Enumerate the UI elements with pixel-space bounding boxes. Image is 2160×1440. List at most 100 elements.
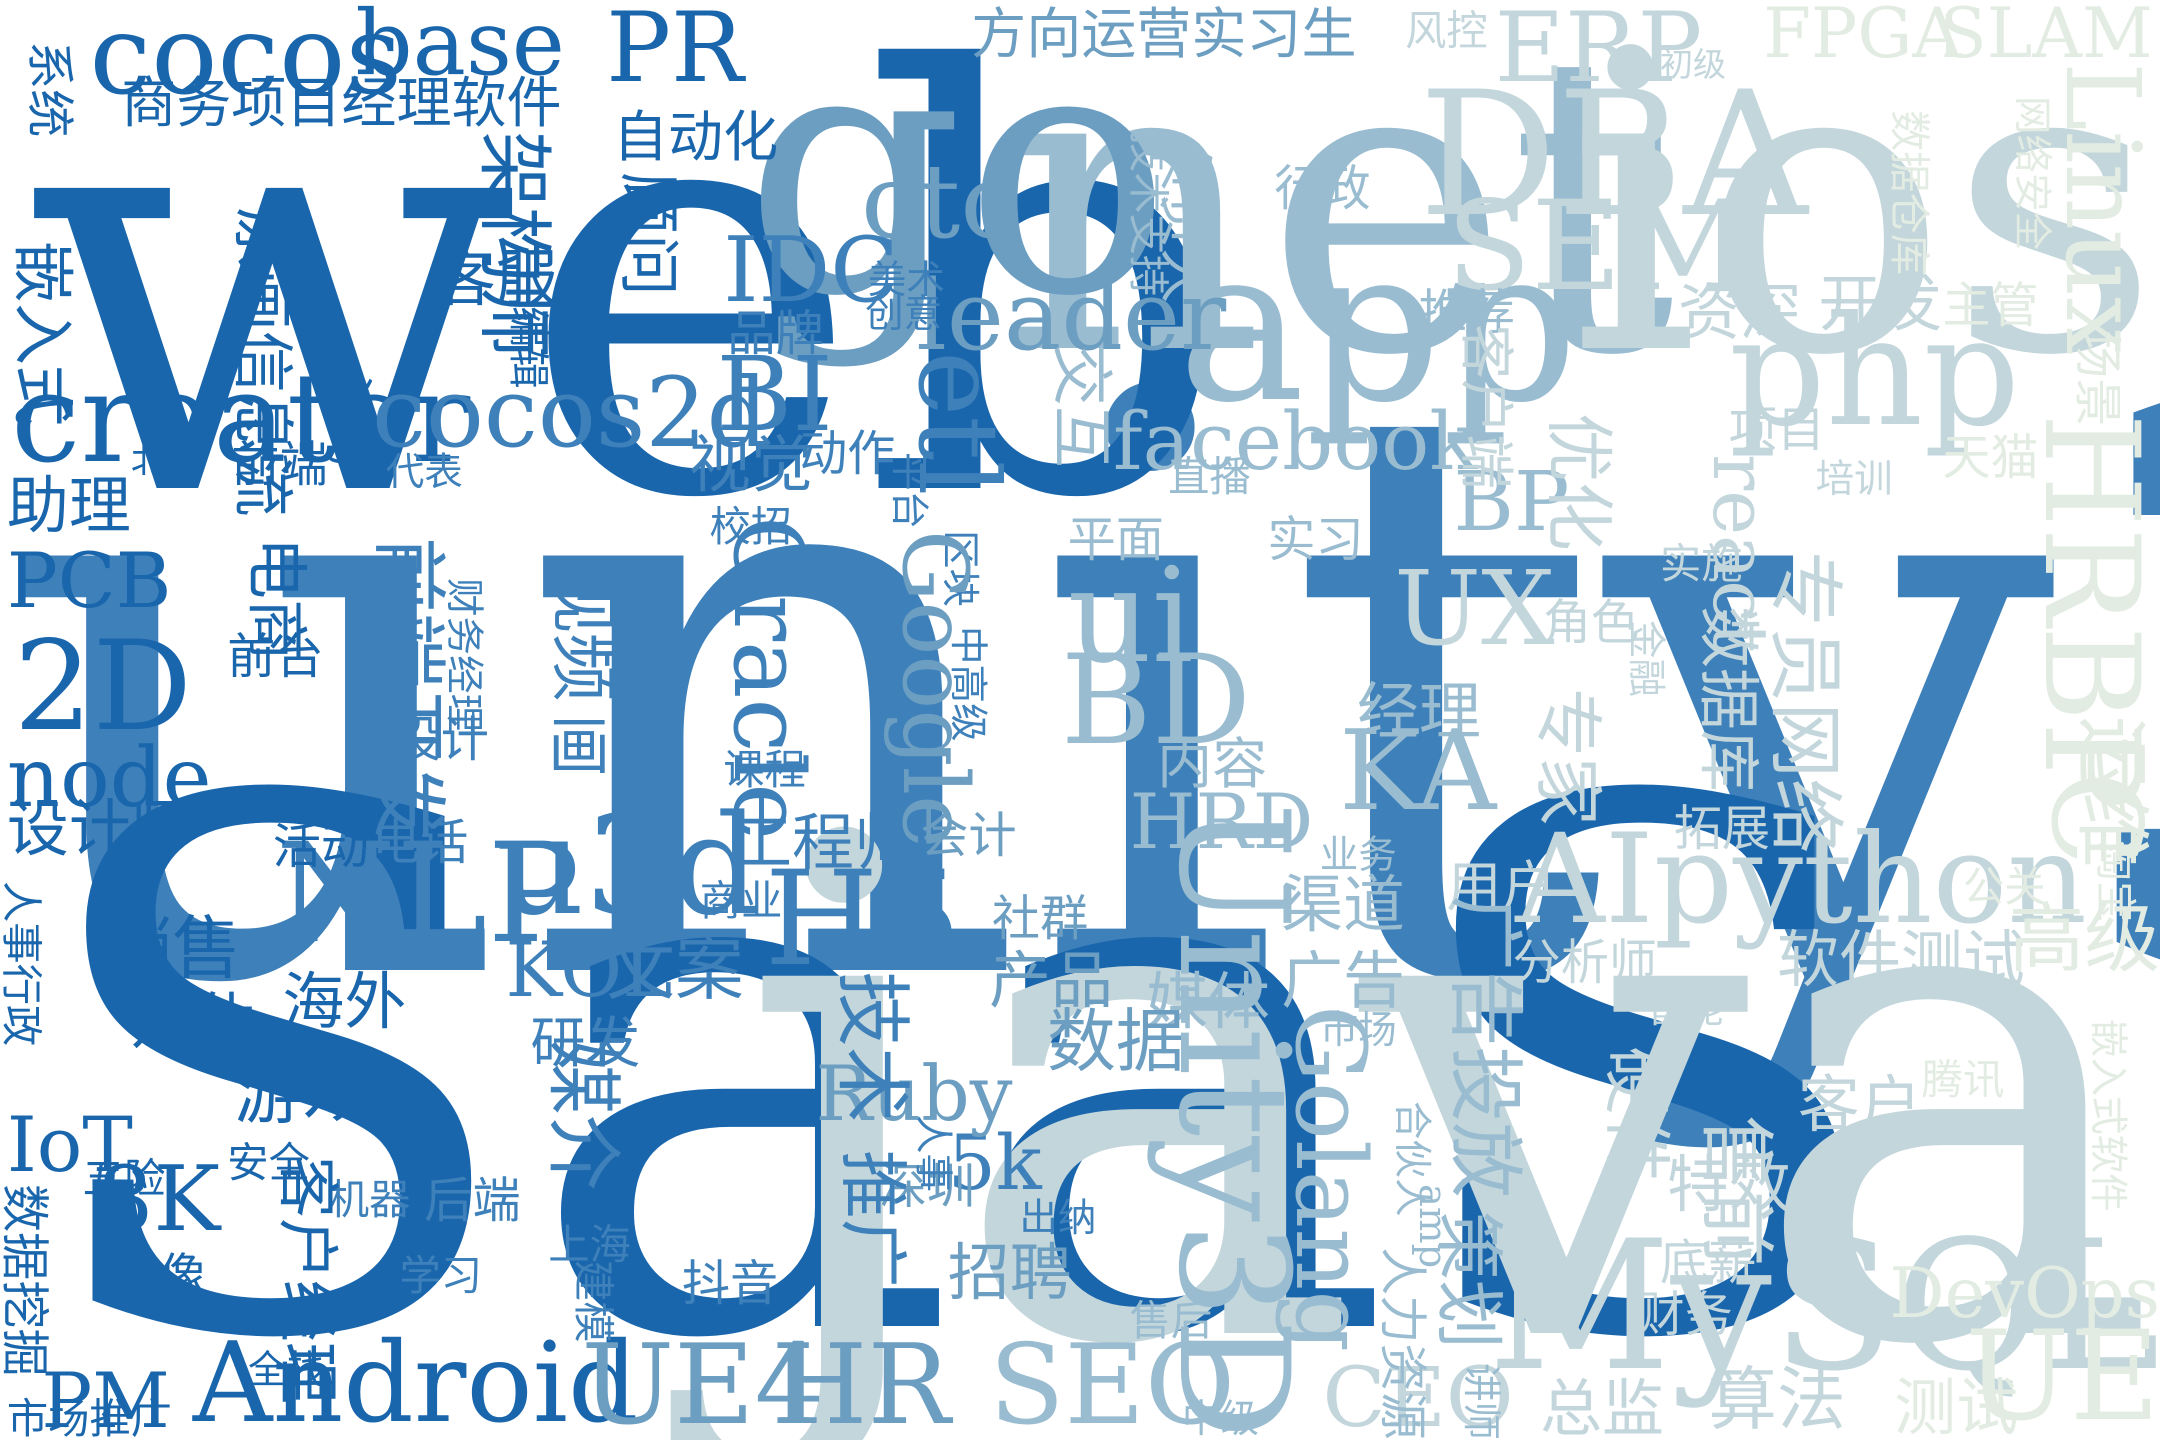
cloud-word: HRD bbox=[1129, 777, 1314, 866]
cloud-word: unity3d bbox=[0, 229, 2160, 1159]
cloud-word: 嵌入式 bbox=[6, 240, 79, 427]
cloud-word: 主管 bbox=[1942, 278, 2039, 335]
cloud-word: 创意 bbox=[865, 291, 943, 337]
cloud-word: 抖音 bbox=[681, 1255, 779, 1312]
cloud-word: 社群 bbox=[991, 890, 1089, 947]
cloud-word: 人事行政 bbox=[0, 881, 46, 1047]
cloud-word: 交互 bbox=[1044, 344, 1118, 469]
cloud-word: 测试 bbox=[1894, 1370, 2019, 1440]
cloud-word: 设计师 bbox=[6, 792, 193, 866]
cloud-word: SEO bbox=[989, 1320, 1236, 1440]
cloud-word: 安全 bbox=[227, 1138, 310, 1187]
cloud-word: Google bbox=[882, 530, 987, 849]
cloud-word: 金融 bbox=[1623, 619, 1669, 697]
cloud-word: 出纳 bbox=[1019, 1196, 1097, 1242]
cloud-word: 平面 bbox=[1067, 512, 1164, 569]
cloud-word: 市场 bbox=[1319, 1007, 1397, 1053]
cloud-word: 销售 bbox=[103, 909, 241, 990]
cloud-word: SaaS bbox=[24, 650, 1895, 1440]
cloud-word: 售前 bbox=[1691, 1115, 1780, 1267]
cloud-word: 智能 bbox=[1646, 987, 1724, 1033]
cloud-word: 后端 bbox=[424, 1173, 521, 1230]
cloud-word: 游戏 bbox=[234, 1054, 372, 1135]
cloud-word: Oracle bbox=[711, 516, 824, 841]
cloud-word: BP bbox=[1453, 454, 1570, 551]
cloud-word: 渠道 bbox=[1281, 868, 1405, 942]
cloud-word: facebook bbox=[1113, 394, 1478, 488]
cloud-word: 商务项目经理软件 bbox=[121, 70, 562, 135]
cloud-word: 北京 bbox=[130, 440, 203, 482]
cloud-word: 品牌 bbox=[727, 305, 824, 362]
cloud-word: KA bbox=[1338, 706, 1497, 835]
cloud-word: 财务 bbox=[1636, 1287, 1733, 1344]
cloud-word: 学习 bbox=[399, 1251, 483, 1300]
cloud-word: 实施 bbox=[1659, 539, 1743, 588]
cloud-word: 法务 bbox=[319, 374, 376, 471]
cloud-word: IDC bbox=[723, 219, 899, 324]
cloud-word: 业务 bbox=[1319, 833, 1397, 879]
cloud-word: java bbox=[736, 694, 2160, 1440]
cloud-word: FPGA bbox=[1763, 0, 1963, 74]
cloud-word: web bbox=[24, 0, 1232, 625]
cloud-word: 数据仓库 bbox=[1884, 110, 1933, 276]
cloud-word: 产品 bbox=[989, 943, 1113, 1017]
cloud-word: 中级 bbox=[1181, 1397, 1260, 1440]
cloud-word: 图像 bbox=[110, 1248, 207, 1305]
cloud-word: H5 bbox=[764, 842, 962, 995]
cloud-word: 校招 bbox=[709, 502, 793, 551]
cloud-word: 客户端 bbox=[1453, 323, 1518, 489]
cloud-word: PM bbox=[41, 1357, 170, 1440]
cloud-word: BI bbox=[716, 335, 833, 456]
cloud-word: AIpython bbox=[1515, 808, 2087, 953]
cloud-word: 天猫 bbox=[1942, 429, 2039, 486]
cloud-word: 活动 bbox=[272, 819, 370, 876]
cloud-word: HR bbox=[771, 1320, 951, 1440]
cloud-word: 底薪 bbox=[1659, 1235, 1757, 1291]
cloud-word: HRBP bbox=[2014, 413, 2160, 810]
cloud-word: 方向运营实习生 bbox=[971, 1, 1357, 66]
cloud-word: SEM bbox=[1446, 174, 1749, 319]
cloud-word: 自动化 bbox=[613, 105, 779, 170]
cloud-word: creator bbox=[11, 346, 471, 491]
cloud-word: 媒体 bbox=[1146, 964, 1270, 1038]
cloud-word: 技术 bbox=[828, 970, 917, 1122]
cloud-word: 负责人 bbox=[1153, 137, 1218, 303]
cloud-word: 设计 bbox=[392, 711, 489, 768]
cloud-word: ios bbox=[1567, 0, 2160, 446]
cloud-word: 分析师 bbox=[1512, 934, 1658, 991]
cloud-word: 算法 bbox=[1708, 1359, 1846, 1440]
cloud-word: 美术 bbox=[867, 257, 945, 303]
cloud-word: 公关 bbox=[1963, 863, 2046, 912]
cloud-word: MySQL bbox=[1487, 1203, 2160, 1412]
cloud-word: 行政 bbox=[1274, 161, 1371, 218]
cloud-word: UE4 bbox=[581, 1320, 825, 1440]
cloud-word: leader bbox=[916, 260, 1227, 373]
cloud-word: 推广 bbox=[832, 1149, 913, 1288]
cloud-word: 风控 bbox=[1405, 7, 1488, 55]
cloud-word: CEO bbox=[1322, 1350, 1514, 1440]
cloud-word: 经理 bbox=[1356, 675, 1481, 749]
cloud-word: 五险 bbox=[82, 1155, 166, 1204]
cloud-word: cto bbox=[860, 142, 1023, 263]
cloud-word: 工程师 bbox=[730, 806, 916, 880]
cloud-word: 内容 bbox=[1157, 731, 1268, 796]
cloud-word: 研发 bbox=[530, 1010, 641, 1075]
cloud-word: UX bbox=[1394, 548, 1555, 669]
cloud-word: DevOps bbox=[1889, 1253, 2160, 1334]
cloud-word: 总监 bbox=[1540, 1372, 1664, 1440]
cloud-word: 视频 bbox=[543, 564, 624, 703]
cloud-word: 课程 bbox=[723, 746, 806, 795]
cloud-word: 数据挖掘 bbox=[0, 1183, 53, 1377]
cloud-word: 特效 bbox=[1666, 1147, 1791, 1221]
cloud-word: 客户 bbox=[1797, 1067, 1922, 1141]
cloud-word: 画师 bbox=[548, 709, 673, 783]
cloud-word: BD bbox=[1060, 629, 1252, 774]
cloud-word: KOL bbox=[505, 926, 673, 1015]
cloud-word: 电话 bbox=[371, 815, 469, 872]
cloud-word: 会计 bbox=[920, 808, 1017, 865]
cloud-word: 拓展 bbox=[1673, 801, 1771, 858]
cloud-word: 原画信息流 bbox=[226, 206, 300, 517]
cloud-word: 实习 bbox=[1267, 512, 1364, 569]
cloud-word: 资深 bbox=[1677, 276, 1802, 350]
cloud-word: 系统 bbox=[21, 41, 77, 138]
